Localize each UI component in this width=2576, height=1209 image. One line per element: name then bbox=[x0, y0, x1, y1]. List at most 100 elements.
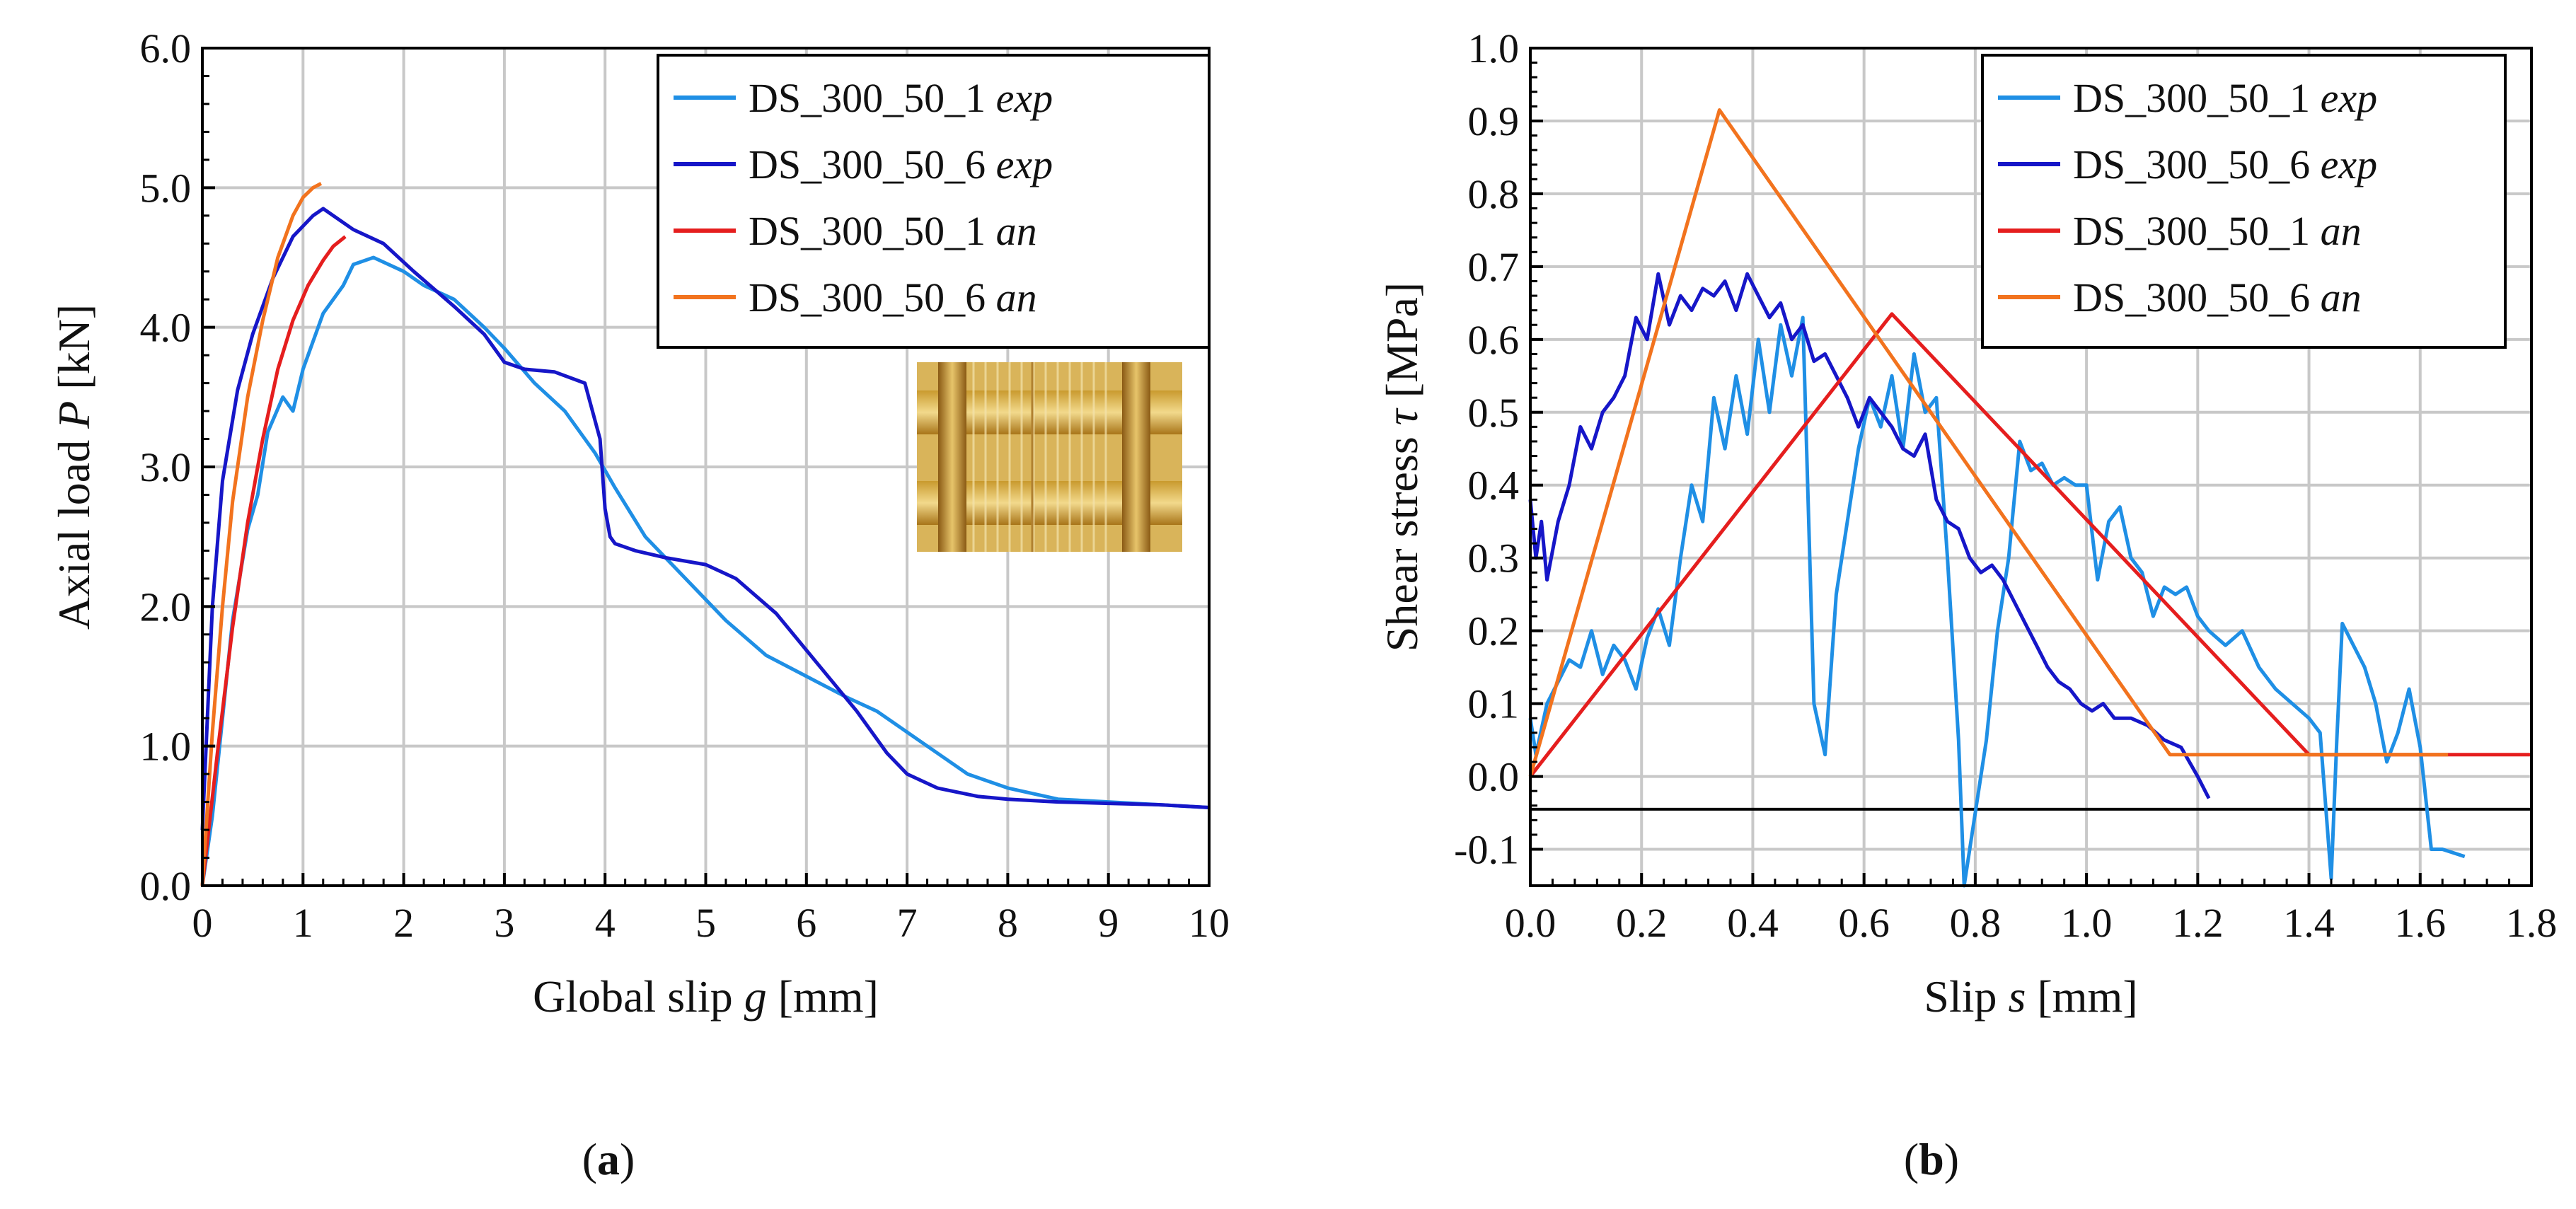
legend-entry-name: DS_300_50_1 bbox=[749, 208, 996, 254]
series-line-ds_300_50_6-exp bbox=[200, 207, 1210, 831]
legend-entry-suffix: an bbox=[2321, 208, 2362, 254]
y-tick-label: 0.4 bbox=[1468, 463, 1520, 509]
legend-entry: DS_300_50_6 an bbox=[749, 274, 1037, 320]
panel-b: 0.0 0.2 0.4 0.6 0.8 1.0 1.2 1.4 1.6 1.8 -0.1 0.0 0.1… bbox=[1377, 25, 2557, 1184]
y-tick-label: 0.7 bbox=[1468, 244, 1520, 290]
panel-label-letter: a bbox=[597, 1134, 620, 1184]
legend-box bbox=[657, 54, 1211, 349]
y-axis-title-label: Shear stress bbox=[1377, 425, 1427, 652]
x-tick-label: 7 bbox=[897, 900, 918, 946]
legend-entry-name: DS_300_50_1 bbox=[749, 75, 996, 121]
x-axis-title-label: Global slip bbox=[533, 971, 744, 1022]
y-tick-label: 0.9 bbox=[1468, 98, 1520, 144]
x-tick-label: 5 bbox=[695, 900, 716, 946]
panel-label-open: ( bbox=[1904, 1134, 1919, 1184]
series-line-ds_300_50_6-an bbox=[200, 182, 323, 886]
legend-entry-suffix: exp bbox=[996, 141, 1053, 187]
y-axis-title-symbol: τ bbox=[1377, 407, 1427, 425]
x-axis: 0.0 0.2 0.4 0.6 0.8 1.0 1.2 1.4 1.6 1.8 bbox=[1505, 873, 2558, 946]
y-axis-title: Shear stress τ [MPa] bbox=[1377, 282, 1427, 652]
series-group bbox=[200, 182, 1210, 886]
legend-entry-name: DS_300_50_1 bbox=[2073, 75, 2321, 121]
inset-warp-strand bbox=[938, 362, 966, 552]
x-axis-title-symbol: g bbox=[744, 971, 767, 1022]
legend-entry: DS_300_50_6 exp bbox=[749, 141, 1053, 187]
legend-entry-name: DS_300_50_6 bbox=[749, 141, 996, 187]
legend-box bbox=[1981, 54, 2507, 349]
legend-entry-name: DS_300_50_1 bbox=[2073, 208, 2321, 254]
y-tick-label: 0.6 bbox=[1468, 317, 1520, 363]
plot-frame bbox=[1529, 47, 2533, 887]
x-tick-label: 1.6 bbox=[2395, 900, 2447, 946]
x-axis-title: Slip s [mm] bbox=[1924, 971, 2137, 1022]
x-tick-label: 2 bbox=[393, 900, 414, 946]
x-axis: 0 1 2 3 4 5 6 7 8 9 10 bbox=[192, 873, 1230, 946]
y-tick-label: 1.0 bbox=[1468, 25, 1520, 71]
y-tick-label: 0.8 bbox=[1468, 171, 1520, 217]
legend-entry: DS_300_50_6 an bbox=[2073, 274, 2362, 320]
x-tick-label: 0.4 bbox=[1727, 900, 1779, 946]
legend-entry: DS_300_50_1 an bbox=[749, 208, 1037, 254]
y-axis-title-symbol: P bbox=[49, 401, 99, 429]
y-tick-label: 0.1 bbox=[1468, 681, 1520, 727]
legend-entry-name: DS_300_50_6 bbox=[2073, 141, 2321, 187]
panel-label-open: ( bbox=[582, 1134, 597, 1184]
y-tick-label: 2.0 bbox=[140, 584, 192, 630]
y-tick-label: 3.0 bbox=[140, 444, 192, 490]
legend-entry: DS_300_50_6 exp bbox=[2073, 141, 2377, 187]
x-tick-label: 1.0 bbox=[2061, 900, 2113, 946]
x-axis-title-symbol: s bbox=[2009, 971, 2026, 1022]
x-tick-label: 0.6 bbox=[1838, 900, 1890, 946]
textile-grid-photo bbox=[917, 362, 1182, 552]
legend-entry-suffix: an bbox=[996, 274, 1037, 320]
legend-entry: DS_300_50_1 exp bbox=[749, 75, 1053, 121]
x-tick-label: 6 bbox=[796, 900, 816, 946]
x-axis-title-label: Slip bbox=[1924, 971, 2008, 1022]
y-tick-label: 0.3 bbox=[1468, 536, 1520, 582]
legend-entry-suffix: exp bbox=[2321, 141, 2378, 187]
y-tick-label: 6.0 bbox=[140, 25, 192, 71]
y-tick-label: 4.0 bbox=[140, 305, 192, 351]
y-axis-title: Axial load P [kN] bbox=[49, 304, 99, 630]
x-axis-title-unit: [mm] bbox=[767, 971, 879, 1022]
y-tick-label: 1.0 bbox=[140, 724, 192, 770]
legend-entry-suffix: exp bbox=[996, 75, 1053, 121]
x-tick-label: 0.2 bbox=[1616, 900, 1668, 946]
x-tick-label: 1.2 bbox=[2172, 900, 2224, 946]
x-tick-label: 8 bbox=[998, 900, 1018, 946]
series-line-ds_300_50_6-an bbox=[1528, 108, 2449, 777]
x-tick-label: 9 bbox=[1098, 900, 1119, 946]
legend-entry-suffix: an bbox=[2321, 274, 2362, 320]
series-line-ds_300_50_1-an bbox=[200, 235, 347, 886]
x-tick-label: 1 bbox=[293, 900, 313, 946]
legend-entry: DS_300_50_1 an bbox=[2073, 208, 2362, 254]
x-tick-label: 10 bbox=[1189, 900, 1230, 946]
x-tick-label: 4 bbox=[595, 900, 616, 946]
x-tick-label: 3 bbox=[494, 900, 514, 946]
x-tick-label: 1.8 bbox=[2506, 900, 2558, 946]
panel-a: 0 1 2 3 4 5 6 7 8 9 10 0.0 1.0 2.0 3.0 4.0 5.0 6.0 Global … bbox=[49, 25, 1230, 1184]
legend-entry-name: DS_300_50_6 bbox=[749, 274, 996, 320]
y-axis-title-label: Axial load bbox=[49, 429, 99, 630]
x-tick-label: 0.8 bbox=[1950, 900, 2002, 946]
x-axis-title: Global slip g [mm] bbox=[533, 971, 879, 1022]
y-tick-label: 0.5 bbox=[1468, 390, 1520, 436]
panel-label: (a) bbox=[582, 1134, 635, 1184]
y-tick-label: 0.0 bbox=[1468, 754, 1520, 800]
y-axis: -0.1 0.0 0.1 0.2 0.3 0.4 0.5 0.6 0.7 0.8 0.9 1.0 bbox=[1454, 25, 1543, 873]
x-tick-label: 1.4 bbox=[2283, 900, 2335, 946]
x-tick-label: 0.0 bbox=[1505, 900, 1556, 946]
legend-entry: DS_300_50_1 exp bbox=[2073, 75, 2377, 121]
legend-entry-suffix: an bbox=[996, 208, 1037, 254]
y-tick-label: -0.1 bbox=[1454, 827, 1519, 873]
inset-warp-strand bbox=[1122, 362, 1150, 552]
y-axis-title-unit: [kN] bbox=[49, 304, 99, 401]
series-line-ds_300_50_1-an bbox=[1529, 312, 2531, 778]
legend-entry-name: DS_300_50_6 bbox=[2073, 274, 2321, 320]
panel-label: (b) bbox=[1904, 1134, 1959, 1184]
x-axis-title-unit: [mm] bbox=[2026, 971, 2137, 1022]
series-line-ds_300_50_6-exp bbox=[1528, 272, 2211, 799]
